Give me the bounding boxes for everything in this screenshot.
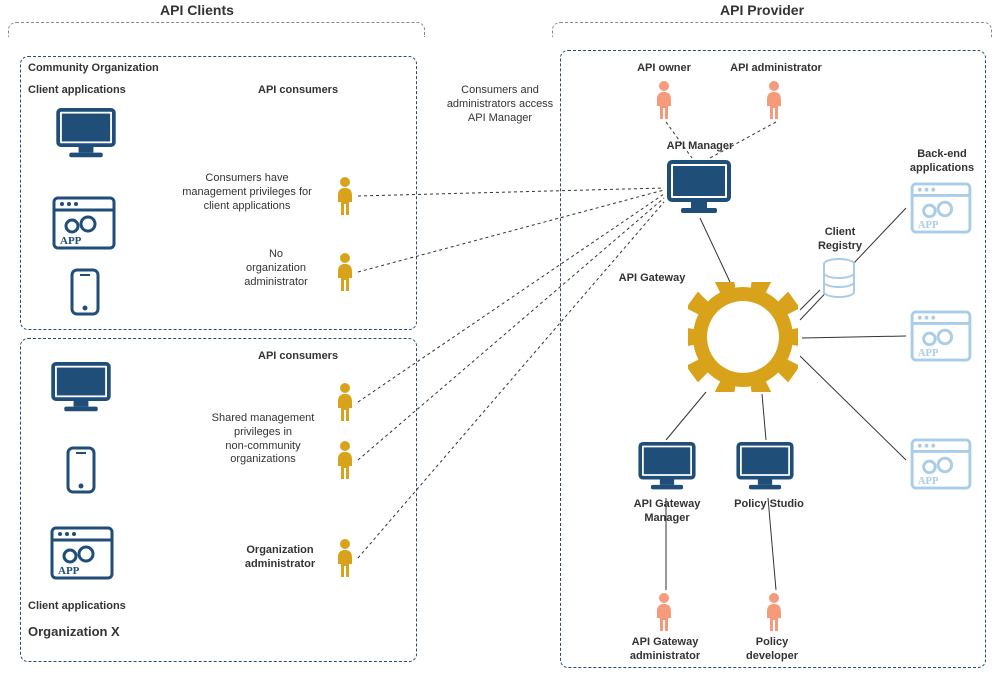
admin-person-icon <box>654 592 674 632</box>
api-gateway-label: API Gateway <box>610 272 694 286</box>
api-owner-label: API owner <box>624 62 704 76</box>
backend-app-icon: APP <box>910 438 972 490</box>
org-admin-label: Organizationadministrator <box>232 544 328 572</box>
api-consumers-bottom-label: API consumers <box>258 350 338 364</box>
backend-label: Back-endapplications <box>900 148 984 176</box>
policy-dev-label: Policydeveloper <box>732 636 812 664</box>
api-manager-label: API Manager <box>658 140 742 154</box>
monitor-icon <box>666 160 732 216</box>
provider-bracket <box>552 22 992 37</box>
community-org-title: Community Organization <box>28 62 159 76</box>
monitor-icon <box>55 108 117 160</box>
monitor-icon <box>50 362 112 414</box>
monitor-icon <box>638 442 696 492</box>
monitor-icon <box>736 442 794 492</box>
access-mgr-label: Consumers andadministrators accessAPI Ma… <box>440 84 560 125</box>
consumer-person-icon <box>335 440 355 480</box>
admin-person-icon <box>764 592 784 632</box>
api-gw-mgr-label: API GatewayManager <box>622 498 712 526</box>
consumer-person-icon <box>335 538 355 578</box>
phone-icon <box>66 446 96 494</box>
client-apps-top-label: Client applications <box>28 84 126 98</box>
svg-text:APP: APP <box>918 476 939 487</box>
client-registry-label: ClientRegistry <box>808 226 872 254</box>
policy-studio-label: Policy Studio <box>724 498 814 512</box>
client-registry-db-icon <box>822 258 856 298</box>
provider-title: API Provider <box>720 2 804 18</box>
app-window-icon: APP <box>52 196 116 250</box>
consumer-person-icon <box>335 252 355 292</box>
svg-text:APP: APP <box>58 565 80 577</box>
consumer-person-icon <box>335 176 355 216</box>
api-admin-label: API administrator <box>718 62 834 76</box>
backend-app-icon: APP <box>910 182 972 234</box>
clients-bracket <box>8 22 425 37</box>
clients-title: API Clients <box>160 2 234 18</box>
svg-text:APP: APP <box>60 235 82 247</box>
phone-icon <box>70 268 100 316</box>
consumer-person-icon <box>335 382 355 422</box>
svg-text:APP: APP <box>918 220 939 231</box>
api-gw-admin-label: API Gatewayadministrator <box>620 636 710 664</box>
consumers-priv-label: Consumers havemanagement privileges forc… <box>172 172 322 213</box>
svg-text:APP: APP <box>918 348 939 359</box>
org-x-title: Organization X <box>28 624 120 640</box>
app-window-icon: APP <box>50 526 114 580</box>
admin-person-icon <box>764 80 784 120</box>
admin-person-icon <box>654 80 674 120</box>
shared-mgmt-label: Shared managementprivileges innon-commun… <box>200 412 326 467</box>
api-gear-icon <box>688 282 798 392</box>
backend-app-icon: APP <box>910 310 972 362</box>
no-org-admin-label: Noorganizationadministrator <box>228 248 324 289</box>
client-apps-bottom-label: Client applications <box>28 600 126 614</box>
api-consumers-top-label: API consumers <box>258 84 338 98</box>
